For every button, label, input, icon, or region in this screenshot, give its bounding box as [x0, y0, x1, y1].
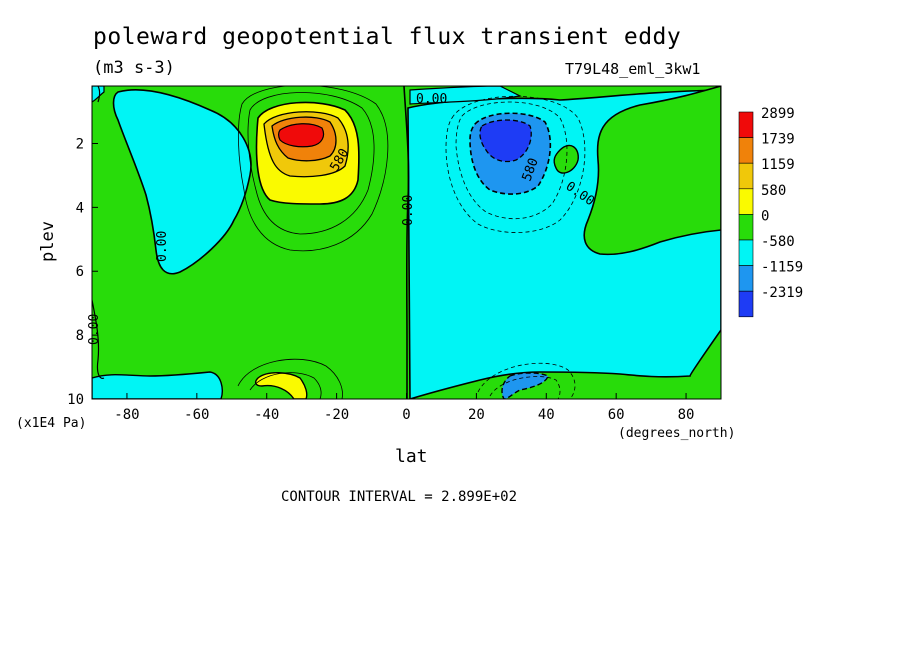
contour-interval: CONTOUR INTERVAL = 2.899E+02	[281, 489, 518, 505]
region-green-nh	[583, 86, 721, 256]
x-axis-units: (degrees_north)	[618, 426, 736, 441]
x-tick-label: 80	[678, 407, 695, 423]
y-tick-label: 8	[76, 328, 84, 344]
legend-swatch	[738, 137, 754, 164]
legend-label: 1159	[761, 157, 795, 173]
y-tick-label: 4	[76, 200, 84, 216]
contour-label: 0.00	[155, 231, 170, 262]
x-tick-label: 0	[402, 407, 410, 423]
x-tick-label: 60	[608, 407, 625, 423]
legend-swatch	[738, 162, 754, 190]
region-cyan-sh	[112, 89, 252, 275]
x-tick-label: -40	[254, 407, 279, 423]
x-tick-label: -60	[184, 407, 209, 423]
x-tick-label: -80	[114, 407, 139, 423]
legend-swatch	[738, 188, 754, 215]
y-axis-units: (x1E4 Pa)	[16, 416, 87, 431]
x-axis: -80 -60 -40 -20 0 20 40 60 80	[114, 393, 694, 423]
legend-label: -1159	[761, 260, 803, 276]
legend-swatch	[738, 290, 754, 318]
x-tick-label: 20	[468, 407, 485, 423]
x-tick-label: 40	[538, 407, 555, 423]
legend-swatch	[738, 214, 754, 241]
y-tick-label: 6	[76, 264, 84, 280]
chart-units: (m3 s-3)	[93, 58, 175, 78]
legend-swatch	[738, 265, 754, 292]
x-axis-label: lat	[395, 446, 428, 467]
contour-label: 0.00	[401, 195, 416, 226]
contour-label: 0.00	[416, 92, 447, 107]
legend-swatch	[738, 111, 754, 138]
color-legend: 2899 1739 1159 580 0 -580 -1159 -2319	[738, 106, 803, 318]
legend-label: 2899	[761, 106, 795, 122]
legend-label: -580	[761, 234, 795, 250]
legend-label: -2319	[761, 285, 803, 301]
legend-label: 580	[761, 183, 786, 199]
x-tick-label: -20	[324, 407, 349, 423]
y-tick-label: 10	[67, 392, 84, 408]
run-label: T79L48_eml_3kw1	[565, 60, 701, 78]
legend-label: 1739	[761, 132, 795, 148]
legend-swatch	[738, 239, 754, 266]
chart-title: poleward geopotential flux transient edd…	[93, 24, 682, 50]
region-darkblue-nh	[479, 119, 532, 163]
region-red-sh	[277, 123, 325, 148]
legend-label: 0	[761, 208, 769, 224]
y-axis: 2 4 6 8 10	[67, 136, 98, 408]
contour-label: 0.00	[87, 314, 102, 345]
y-tick-label: 2	[76, 136, 84, 152]
